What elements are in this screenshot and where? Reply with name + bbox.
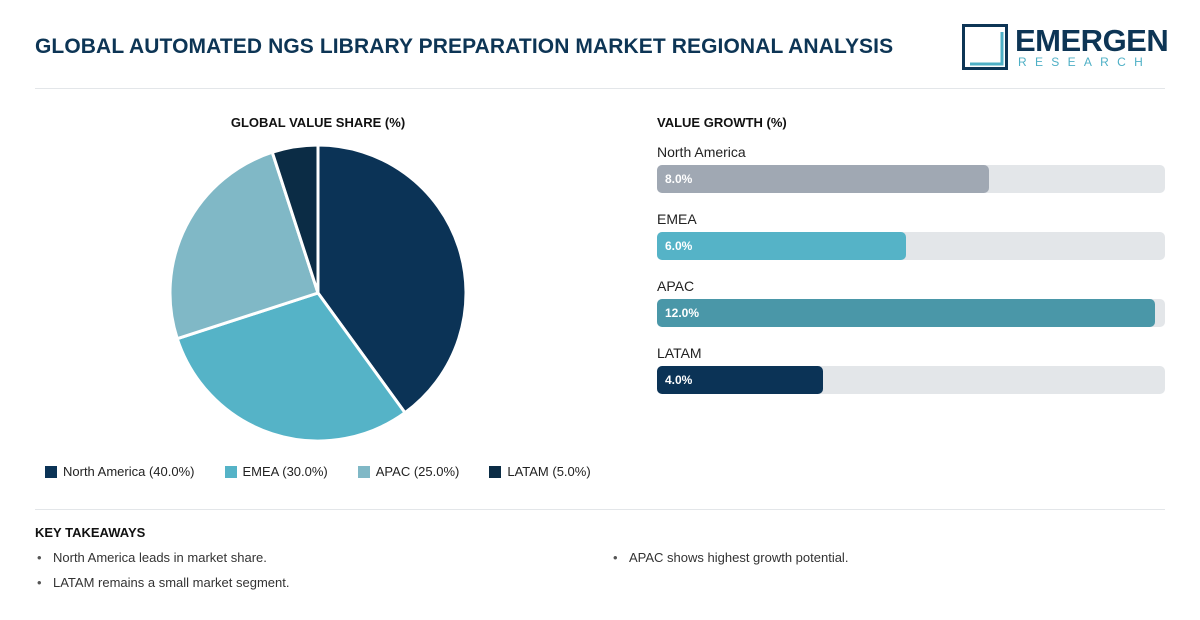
bar-value-label: 12.0%	[665, 306, 700, 320]
page-title: GLOBAL AUTOMATED NGS LIBRARY PREPARATION…	[35, 35, 894, 58]
logo-subtitle: RESEARCH	[1018, 55, 1152, 69]
legend-label: North America (40.0%)	[63, 464, 195, 479]
growth-row-apac: APAC 12.0%	[657, 278, 1165, 345]
growth-chart-title: VALUE GROWTH (%)	[657, 115, 787, 130]
growth-row-north-america: North America 8.0%	[657, 144, 1165, 211]
value-share-pie-chart	[168, 143, 468, 443]
takeaway-item: LATAM remains a small market segment.	[35, 575, 289, 590]
takeaways-list-right: APAC shows highest growth potential.	[611, 550, 848, 575]
logo-mark-icon	[962, 24, 1008, 70]
pie-slice-emea	[175, 291, 407, 443]
takeaways-divider	[35, 509, 1165, 510]
pie-slice-north-america	[316, 143, 468, 415]
legend-item-emea: EMEA (30.0%)	[224, 464, 328, 479]
bar-track: 6.0%	[657, 232, 1165, 260]
bar-north-america	[657, 165, 989, 193]
bar-emea	[657, 232, 906, 260]
pie-legend: North America (40.0%) EMEA (30.0%) APAC …	[45, 464, 591, 479]
value-growth-bar-chart: North America 8.0% EMEA 6.0% APAC 12.0% …	[657, 144, 1165, 412]
takeaways-title: KEY TAKEAWAYS	[35, 525, 146, 540]
header-divider	[35, 88, 1165, 89]
legend-swatch	[45, 465, 57, 478]
bar-latam	[657, 366, 823, 394]
bar-category-label: APAC	[657, 278, 695, 294]
takeaway-item: North America leads in market share.	[35, 550, 289, 565]
pie-slice-latam	[270, 143, 320, 295]
legend-label: APAC (25.0%)	[375, 464, 460, 479]
legend-item-north-america: North America (40.0%)	[45, 464, 195, 479]
takeaways-list-left: North America leads in market share. LAT…	[35, 550, 289, 600]
bar-apac	[657, 299, 1155, 327]
bar-category-label: North America	[657, 144, 746, 160]
bar-category-label: LATAM	[657, 345, 702, 361]
bar-track: 4.0%	[657, 366, 1165, 394]
bar-value-label: 6.0%	[665, 239, 693, 253]
legend-swatch	[357, 465, 370, 478]
legend-label: LATAM (5.0%)	[507, 464, 591, 479]
bar-track: 12.0%	[657, 299, 1165, 327]
growth-row-latam: LATAM 4.0%	[657, 345, 1165, 412]
bar-value-label: 4.0%	[665, 373, 693, 387]
bar-value-label: 8.0%	[665, 172, 693, 186]
pie-slice-apac	[168, 150, 320, 341]
bar-category-label: EMEA	[657, 211, 697, 227]
pie-chart-title: GLOBAL VALUE SHARE (%)	[230, 115, 406, 130]
legend-swatch	[224, 465, 237, 478]
bar-track: 8.0%	[657, 165, 1165, 193]
legend-item-latam: LATAM (5.0%)	[489, 464, 591, 479]
legend-item-apac: APAC (25.0%)	[357, 464, 460, 479]
legend-swatch	[489, 465, 502, 478]
emergen-research-logo: EMERGEN RESEARCH	[962, 24, 1169, 72]
legend-label: EMEA (30.0%)	[242, 464, 328, 479]
logo-wordmark: EMERGEN	[1015, 23, 1169, 58]
growth-row-emea: EMEA 6.0%	[657, 211, 1165, 278]
takeaway-item: APAC shows highest growth potential.	[611, 550, 848, 565]
